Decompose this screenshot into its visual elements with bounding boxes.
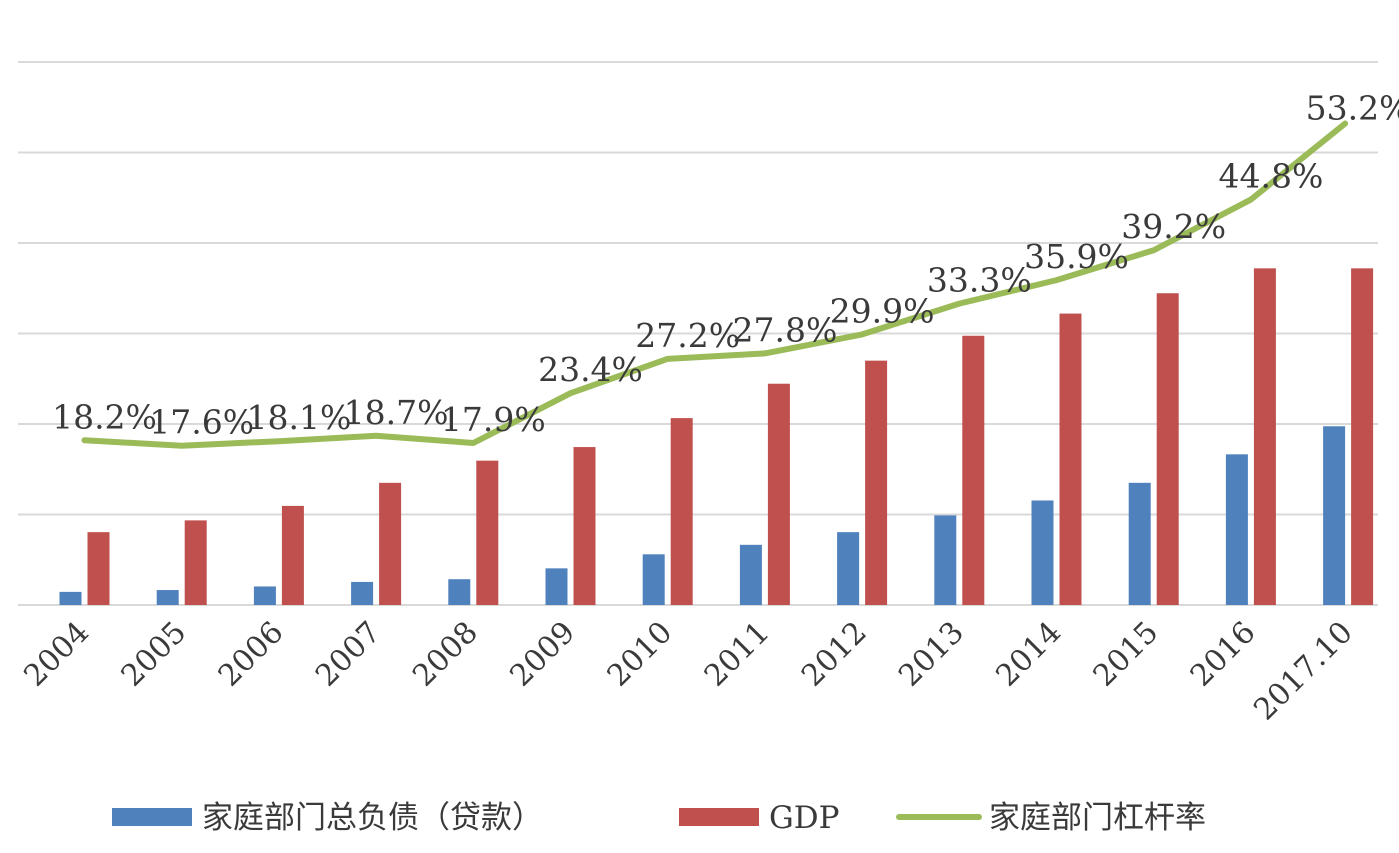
x-tick-2014: 2014: [989, 615, 1068, 694]
x-tick-2005: 2005: [115, 615, 194, 694]
bar-debt-2007: [351, 581, 374, 605]
legend-swatch-0: [112, 808, 192, 826]
bar-gdp-2005: [184, 520, 207, 605]
leverage-ratio-line: [81, 120, 1349, 449]
x-tick-2015: 2015: [1087, 615, 1166, 694]
data-label-2014: 35.9%: [1024, 237, 1129, 276]
legend-label-2: 家庭部门杠杆率: [989, 800, 1206, 836]
bar-debt-2004: [59, 591, 82, 605]
bar-gdp-2014: [1059, 313, 1082, 605]
data-label-2012: 29.9%: [830, 291, 935, 330]
x-tick-2017.10: 2017.10: [1247, 615, 1359, 727]
x-tick-2008: 2008: [406, 615, 485, 694]
bar-gdp-2017.10: [1351, 268, 1374, 605]
line-series: [81, 120, 1349, 449]
bar-debt-2016: [1225, 454, 1248, 605]
bar-debt-2005: [156, 590, 179, 605]
bar-gdp-2012: [865, 360, 888, 605]
bar-debt-2006: [253, 586, 276, 605]
bar-debt-2013: [934, 515, 957, 605]
data-label-2015: 39.2%: [1121, 207, 1226, 246]
bar-debt-2009: [545, 568, 568, 605]
data-label-2009: 23.4%: [538, 350, 643, 389]
bar-gdp-2015: [1156, 293, 1179, 605]
x-tick-2010: 2010: [601, 615, 680, 694]
data-label-2011: 27.8%: [732, 310, 837, 349]
legend: 家庭部门总负债（贷款） GDP 家庭部门杠杆率: [112, 800, 1206, 836]
data-label-2006: 18.1%: [246, 398, 351, 437]
bar-gdp-2009: [573, 447, 596, 605]
data-label-2013: 33.3%: [927, 261, 1032, 300]
bar-debt-2014: [1031, 500, 1054, 605]
bar-debt-2011: [739, 544, 762, 605]
bar-gdp-2010: [670, 418, 693, 605]
data-label-2016: 44.8%: [1218, 157, 1323, 196]
bar-gdp-2016: [1253, 268, 1276, 605]
x-tick-labels: 2004 2005 2006 2007 2008 2009 2010 2011 2012 2013…: [17, 615, 1359, 727]
bar-gdp-2006: [281, 505, 304, 605]
bar-gdp-2004: [87, 532, 110, 605]
data-label-2008: 17.9%: [441, 400, 546, 439]
legend-label-1: GDP: [769, 800, 839, 836]
bar-gdp-2007: [379, 482, 402, 605]
legend-swatch-1: [679, 808, 759, 826]
bar-debt-2008: [448, 579, 471, 605]
gridlines: [18, 61, 1378, 606]
data-label-2007: 18.7%: [344, 393, 449, 432]
bar-debt-2017.10: [1323, 426, 1346, 605]
x-tick-2004: 2004: [17, 615, 96, 694]
data-label-2005: 17.6%: [149, 403, 254, 442]
data-labels: 18.2%17.6%18.1%18.7%17.9% 23.4%27.2%27.8%…: [52, 89, 1399, 442]
x-tick-2016: 2016: [1184, 615, 1263, 694]
x-tick-2009: 2009: [503, 615, 582, 694]
x-tick-2011: 2011: [698, 615, 777, 694]
bar-debt-2015: [1128, 482, 1151, 605]
x-tick-2012: 2012: [795, 615, 874, 694]
bar-debt-2012: [837, 532, 860, 605]
legend-label-0: 家庭部门总负债（贷款）: [202, 800, 543, 836]
x-tick-2013: 2013: [892, 615, 971, 694]
data-label-2017.10: 53.2%: [1306, 89, 1399, 128]
bar-debt-2010: [642, 554, 665, 605]
bar-marks: [59, 268, 1374, 605]
bar-gdp-2013: [962, 335, 985, 605]
bar-gdp-2008: [476, 460, 499, 605]
x-tick-2006: 2006: [212, 615, 291, 694]
data-label-2010: 27.2%: [635, 316, 740, 355]
data-label-2004: 18.2%: [52, 397, 157, 436]
bar-gdp-2011: [767, 383, 790, 605]
x-tick-2007: 2007: [309, 615, 388, 694]
